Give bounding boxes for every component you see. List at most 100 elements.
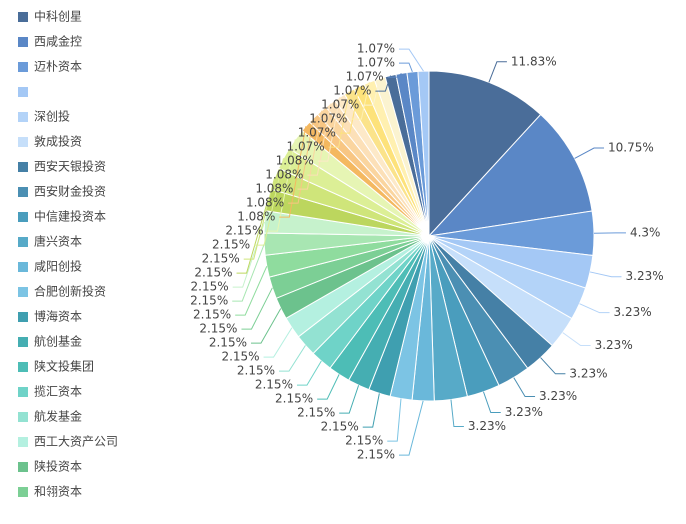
leader-line bbox=[488, 61, 507, 83]
legend-marker[interactable] bbox=[18, 237, 28, 247]
data-label: 2.15% bbox=[209, 336, 247, 350]
data-label: 11.83% bbox=[511, 54, 557, 68]
legend-marker[interactable] bbox=[18, 112, 28, 122]
legend-marker[interactable] bbox=[18, 312, 28, 322]
legend-marker[interactable] bbox=[18, 412, 28, 422]
data-label: 3.23% bbox=[595, 338, 633, 352]
legend-marker[interactable] bbox=[18, 37, 28, 47]
leader-line bbox=[540, 357, 566, 375]
legend-label[interactable]: 航发基金 bbox=[34, 409, 82, 424]
leader-line bbox=[241, 287, 273, 330]
data-label: 2.15% bbox=[193, 308, 231, 322]
leader-line bbox=[236, 199, 269, 274]
data-label: 2.15% bbox=[255, 378, 293, 392]
legend-marker[interactable] bbox=[18, 212, 28, 222]
data-label: 1.07% bbox=[309, 112, 347, 126]
legend-marker[interactable] bbox=[18, 87, 28, 97]
legend-marker[interactable] bbox=[18, 387, 28, 397]
data-label: 3.23% bbox=[468, 419, 506, 433]
legend-marker[interactable] bbox=[18, 62, 28, 72]
legend-label[interactable]: 西工大资产公司 bbox=[34, 435, 118, 449]
data-label: 1.08% bbox=[255, 182, 293, 196]
pie-slice bbox=[428, 70, 542, 238]
legend-label[interactable]: 中科创星 bbox=[34, 9, 82, 24]
leader-line bbox=[574, 147, 605, 159]
legend-marker[interactable] bbox=[18, 137, 28, 147]
legend-label[interactable]: 合肥创新投资 bbox=[34, 284, 106, 299]
legend-label[interactable]: 迈朴资本 bbox=[34, 59, 82, 74]
pie-slice bbox=[427, 113, 593, 237]
legend-label[interactable]: 深创投 bbox=[34, 109, 70, 124]
legend-label[interactable]: 和翎资本 bbox=[34, 485, 82, 499]
data-label: 3.23% bbox=[569, 366, 607, 380]
leader-line bbox=[375, 75, 392, 92]
data-label: 2.15% bbox=[275, 392, 313, 406]
leader-line bbox=[235, 266, 268, 316]
legend-marker[interactable] bbox=[18, 162, 28, 172]
data-label: 2.15% bbox=[191, 280, 229, 294]
data-label: 3.23% bbox=[505, 405, 543, 419]
data-label: 2.15% bbox=[194, 266, 232, 280]
leader-line bbox=[263, 327, 293, 358]
legend-label[interactable]: 西安天银投资 bbox=[34, 159, 106, 174]
leader-line bbox=[351, 82, 370, 120]
legend-label[interactable]: 唐兴资本 bbox=[34, 234, 82, 249]
leader-line bbox=[317, 97, 341, 162]
leader-line bbox=[279, 126, 307, 218]
legend-label[interactable]: 敦成投资 bbox=[34, 134, 82, 149]
legend-label[interactable]: 中信建投资本 bbox=[34, 209, 106, 224]
legend-marker[interactable] bbox=[18, 487, 28, 497]
leader-line bbox=[279, 345, 306, 372]
data-label: 1.08% bbox=[276, 154, 314, 168]
data-label: 1.08% bbox=[265, 168, 303, 182]
legend-label[interactable]: 陕文投集团 bbox=[34, 359, 94, 374]
data-label: 2.15% bbox=[190, 294, 228, 308]
data-label: 1.07% bbox=[287, 140, 325, 154]
legend-marker[interactable] bbox=[18, 362, 28, 372]
legend-marker[interactable] bbox=[18, 187, 28, 197]
legend-label[interactable]: 揽汇资本 bbox=[34, 385, 82, 399]
leader-line bbox=[317, 374, 340, 400]
legend-label[interactable]: 航创基金 bbox=[34, 334, 82, 349]
data-label: 1.08% bbox=[246, 196, 284, 210]
legend-marker[interactable] bbox=[18, 437, 28, 447]
leader-line bbox=[579, 303, 610, 314]
legend-label[interactable]: 西咸金控 bbox=[34, 34, 82, 49]
leader-line bbox=[254, 158, 284, 246]
leader-line bbox=[399, 62, 413, 73]
data-label: 2.15% bbox=[345, 434, 383, 448]
data-label: 2.15% bbox=[357, 448, 395, 462]
data-label: 2.15% bbox=[297, 406, 335, 420]
leader-line bbox=[387, 398, 402, 442]
legend-label[interactable]: 咸阳创投 bbox=[34, 259, 82, 274]
data-label: 2.15% bbox=[225, 224, 263, 238]
data-label: 1.07% bbox=[298, 126, 336, 140]
legend-marker[interactable] bbox=[18, 462, 28, 472]
legend-marker[interactable] bbox=[18, 337, 28, 347]
leader-line bbox=[296, 360, 322, 386]
leader-line bbox=[450, 399, 464, 428]
leader-line bbox=[363, 78, 381, 106]
data-label: 2.15% bbox=[221, 350, 259, 364]
data-label: 2.15% bbox=[237, 364, 275, 378]
data-label: 3.23% bbox=[614, 305, 652, 319]
leader-line bbox=[589, 271, 622, 278]
leader-line bbox=[232, 243, 265, 302]
legend-marker[interactable] bbox=[18, 262, 28, 272]
legend-label[interactable]: 西安财金投资 bbox=[34, 184, 106, 199]
legend-marker[interactable] bbox=[18, 12, 28, 22]
leader-line bbox=[307, 103, 332, 176]
leader-line bbox=[339, 86, 360, 134]
leader-line bbox=[328, 91, 350, 148]
leader-line bbox=[267, 139, 296, 232]
legend-label[interactable]: 陕投资本 bbox=[34, 459, 82, 474]
leader-line bbox=[483, 391, 501, 414]
legend-label[interactable]: 博海资本 bbox=[34, 309, 82, 324]
leader-line bbox=[243, 178, 275, 260]
leader-line bbox=[339, 385, 360, 414]
data-label: 2.15% bbox=[212, 238, 250, 252]
data-label: 1.07% bbox=[357, 42, 395, 56]
leader-line bbox=[362, 393, 380, 428]
legend-marker[interactable] bbox=[18, 287, 28, 297]
